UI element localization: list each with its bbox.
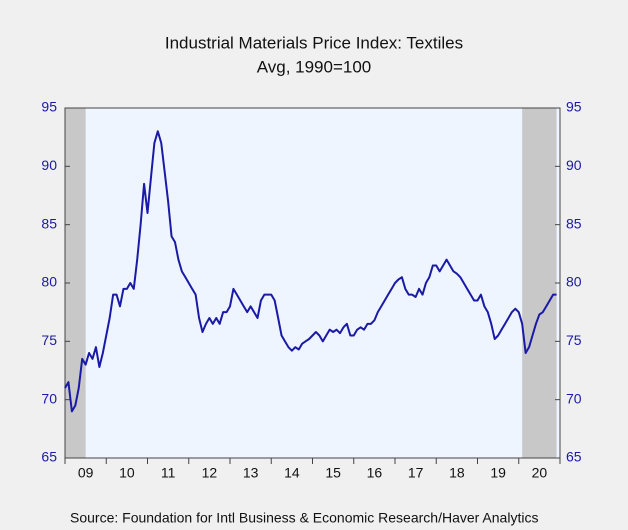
y2-tick-label: 95 bbox=[566, 99, 582, 115]
y2-tick-label: 75 bbox=[566, 332, 582, 348]
chart-title: Industrial Materials Price Index: Textil… bbox=[165, 33, 463, 52]
y-tick-label: 95 bbox=[41, 99, 57, 115]
y2-tick-label: 85 bbox=[566, 215, 582, 231]
x-tick-label: 10 bbox=[119, 465, 135, 481]
y-tick-label: 85 bbox=[41, 215, 57, 231]
x-tick-label: 14 bbox=[284, 465, 300, 481]
x-tick-label: 18 bbox=[449, 465, 465, 481]
y-tick-label: 75 bbox=[41, 332, 57, 348]
x-tick-label: 11 bbox=[161, 465, 176, 481]
x-tick-label: 15 bbox=[325, 465, 341, 481]
chart-subtitle: Avg, 1990=100 bbox=[257, 57, 372, 76]
y2-tick-label: 90 bbox=[566, 157, 582, 173]
y-tick-label: 65 bbox=[41, 449, 57, 465]
price-line bbox=[64, 130, 557, 413]
plot-area bbox=[65, 108, 560, 458]
x-tick-label: 13 bbox=[243, 465, 259, 481]
y-tick-label: 80 bbox=[41, 274, 57, 290]
x-tick-label: 20 bbox=[532, 465, 548, 481]
x-tick-label: 19 bbox=[490, 465, 506, 481]
y2-tick-label: 65 bbox=[566, 449, 582, 465]
y2-tick-label: 70 bbox=[566, 390, 582, 406]
x-tick-label: 09 bbox=[78, 465, 94, 481]
y2-tick-label: 80 bbox=[566, 274, 582, 290]
x-tick-label: 16 bbox=[367, 465, 383, 481]
recession-shading bbox=[522, 108, 557, 458]
source-note: Source: Foundation for Intl Business & E… bbox=[70, 510, 538, 526]
x-tick-label: 12 bbox=[202, 465, 218, 481]
x-tick-label: 17 bbox=[408, 465, 424, 481]
y-tick-label: 90 bbox=[41, 157, 57, 173]
y-tick-label: 70 bbox=[41, 390, 57, 406]
